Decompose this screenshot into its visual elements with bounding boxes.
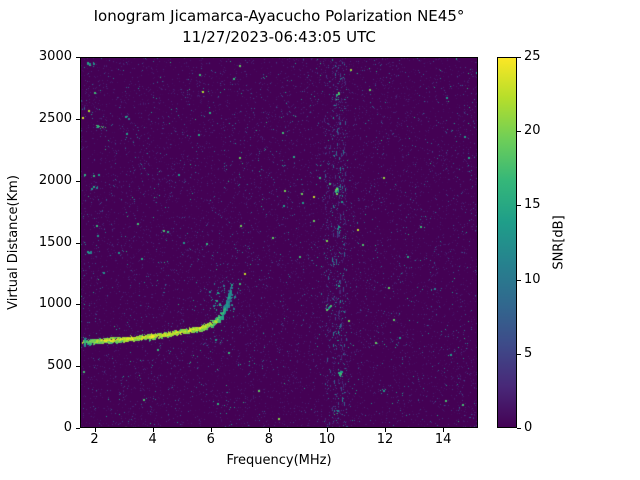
colorbar-tick-label: 0 (524, 420, 533, 435)
colorbar-tick-label: 10 (524, 271, 541, 287)
colorbar-tick-mark (517, 279, 521, 281)
colorbar-tick-mark (517, 57, 521, 58)
y-tick-label: 1000 (38, 296, 72, 312)
colorbar-tick-mark (517, 353, 521, 355)
colorbar-label: SNR[dB] (551, 215, 567, 270)
y-tick-mark (76, 366, 80, 368)
y-tick-label: 2500 (38, 110, 72, 126)
x-tick-label: 8 (264, 432, 273, 447)
y-axis-label-box: Virtual Distance(Km) (0, 57, 26, 428)
y-tick-label: 500 (47, 358, 72, 374)
chart-title-line1: Ionogram Jicamarca-Ayacucho Polarization… (93, 7, 465, 25)
y-tick-mark (76, 180, 80, 182)
x-tick-mark (385, 428, 387, 432)
chart-title: Ionogram Jicamarca-Ayacucho Polarization… (80, 6, 478, 48)
y-tick-mark (76, 428, 80, 429)
x-tick-label: 14 (434, 432, 452, 447)
x-tick-mark (152, 428, 154, 432)
colorbar-gradient (497, 57, 517, 428)
x-tick-label: 2 (90, 432, 99, 447)
y-tick-mark (76, 118, 80, 120)
x-tick-mark (443, 428, 445, 432)
ionogram-heatmap (80, 57, 478, 428)
x-tick-label: 4 (148, 432, 157, 447)
y-tick-label: 2000 (38, 172, 72, 188)
y-tick-label: 0 (63, 420, 72, 435)
x-tick-mark (326, 428, 328, 432)
y-tick-label: 1500 (38, 234, 72, 250)
x-tick-mark (210, 428, 212, 432)
colorbar-tick-mark (517, 205, 521, 207)
x-tick-mark (268, 428, 270, 432)
colorbar-tick-label: 20 (524, 123, 541, 139)
x-tick-mark (94, 428, 96, 432)
y-tick-mark (76, 242, 80, 244)
y-tick-mark (76, 304, 80, 306)
x-tick-label: 6 (206, 432, 215, 447)
y-tick-mark (76, 57, 80, 58)
chart-title-line2: 11/27/2023-06:43:05 UTC (182, 28, 376, 46)
colorbar-tick-label: 5 (524, 345, 533, 361)
y-tick-label: 3000 (38, 49, 72, 64)
colorbar-tick-mark (517, 428, 521, 429)
x-tick-label: 10 (318, 432, 336, 447)
x-axis-label: Frequency(MHz) (226, 453, 332, 468)
colorbar-tick-label: 15 (524, 197, 541, 213)
colorbar-label-box: SNR[dB] (546, 57, 572, 428)
y-axis-label: Virtual Distance(Km) (5, 175, 21, 310)
colorbar-tick-label: 25 (524, 49, 541, 64)
x-tick-label: 12 (376, 432, 394, 447)
colorbar-tick-mark (517, 131, 521, 133)
